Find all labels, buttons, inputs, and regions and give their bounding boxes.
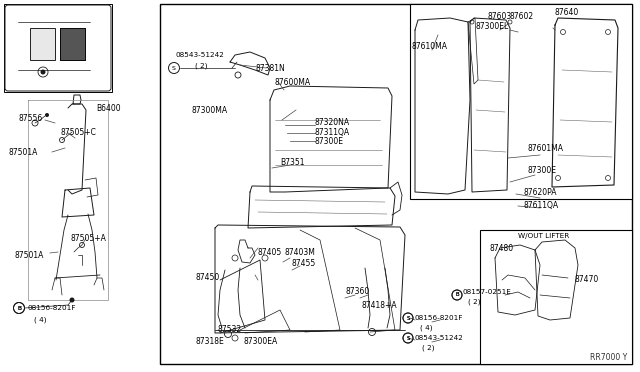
Text: 87556: 87556 [18, 113, 42, 122]
Text: 87480: 87480 [490, 244, 514, 253]
Text: 87501A: 87501A [8, 148, 37, 157]
Bar [160, 4, 632, 364]
Text: 87300E: 87300E [315, 137, 344, 145]
Text: B6400: B6400 [96, 103, 120, 112]
Text: ( 2): ( 2) [195, 63, 207, 69]
Text: 87300MA: 87300MA [192, 106, 228, 115]
Text: 87505+C: 87505+C [60, 128, 96, 137]
Text: S: S [406, 336, 410, 340]
Circle shape [45, 113, 49, 117]
Text: 87640: 87640 [555, 7, 579, 16]
Text: B: B [455, 292, 459, 298]
Text: B: B [455, 292, 459, 298]
Text: 08156-8201F: 08156-8201F [27, 305, 76, 311]
Text: 08543-51242: 08543-51242 [415, 335, 464, 341]
Text: 87603: 87603 [488, 12, 512, 20]
Text: 87620PA: 87620PA [524, 187, 557, 196]
Text: 87601MA: 87601MA [528, 144, 564, 153]
Text: RR7000 Y: RR7000 Y [590, 353, 627, 362]
Text: B7351: B7351 [280, 157, 305, 167]
Text: 87418+A: 87418+A [362, 301, 397, 310]
Text: W/OUT LIFTER: W/OUT LIFTER [518, 233, 569, 239]
Text: 87403M: 87403M [285, 247, 316, 257]
Text: 87600MA: 87600MA [275, 77, 311, 87]
Circle shape [40, 70, 45, 74]
Text: 08156-8201F: 08156-8201F [415, 315, 463, 321]
Text: 87505+A: 87505+A [70, 234, 106, 243]
Bar [4, 4, 112, 92]
Text: S: S [406, 315, 410, 321]
Text: 87405: 87405 [258, 247, 282, 257]
Text: 87470: 87470 [575, 276, 599, 285]
Bar [30, 28, 55, 60]
Text: 87300EL: 87300EL [476, 22, 509, 31]
Text: 87450: 87450 [196, 273, 220, 282]
Text: S: S [406, 336, 410, 340]
Text: S: S [406, 315, 410, 321]
Text: 08157-0251E: 08157-0251E [463, 289, 512, 295]
Text: 87300E: 87300E [528, 166, 557, 174]
Bar [60, 28, 85, 60]
Text: 87318E: 87318E [196, 337, 225, 346]
Text: 87610MA: 87610MA [412, 42, 448, 51]
Text: 87532: 87532 [218, 326, 242, 334]
Text: ( 2): ( 2) [468, 299, 481, 305]
Circle shape [70, 298, 74, 302]
Text: B: B [17, 305, 21, 311]
Bar [480, 230, 632, 364]
Text: ( 4): ( 4) [34, 317, 47, 323]
Text: 87602: 87602 [510, 12, 534, 20]
Text: 87611QA: 87611QA [524, 201, 559, 209]
Text: 08543-51242: 08543-51242 [175, 52, 224, 58]
Text: 87320NA: 87320NA [315, 118, 350, 126]
Text: 87455: 87455 [292, 260, 316, 269]
Text: 87360: 87360 [346, 288, 371, 296]
Bar [60, 28, 85, 60]
Bar [410, 4, 632, 199]
Text: S: S [172, 65, 176, 71]
Text: ( 2): ( 2) [422, 345, 435, 351]
Text: ( 4): ( 4) [420, 325, 433, 331]
Text: B: B [17, 305, 21, 311]
Text: 87501A: 87501A [14, 250, 44, 260]
Text: 87311QA: 87311QA [315, 128, 350, 137]
Text: 87381N: 87381N [255, 64, 285, 73]
Text: 87300EA: 87300EA [244, 337, 278, 346]
FancyBboxPatch shape [5, 5, 111, 91]
